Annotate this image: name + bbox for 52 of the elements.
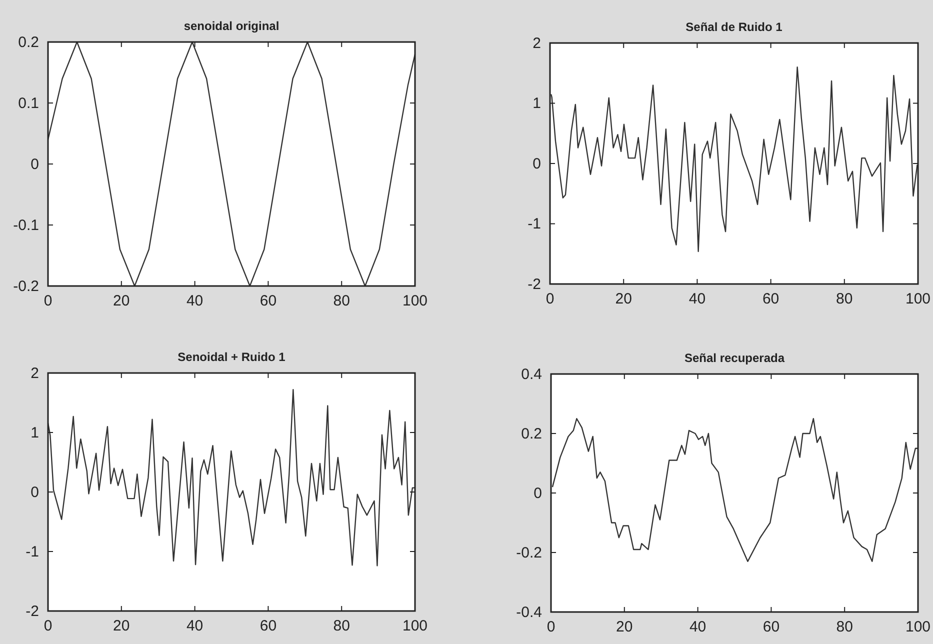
y-tick-label: 0.2 — [521, 425, 542, 442]
x-tick-label: 40 — [186, 618, 204, 635]
y-tick-label: -0.2 — [13, 278, 39, 295]
y-tick-label: -2 — [528, 276, 541, 293]
y-tick-label: -0.4 — [516, 604, 542, 621]
chart-title: Señal de Ruido 1 — [686, 20, 783, 34]
x-tick-label: 60 — [762, 618, 780, 636]
x-tick-label: 20 — [113, 618, 130, 635]
x-tick-label: 100 — [402, 292, 428, 310]
x-tick-label: 60 — [762, 290, 780, 308]
chart-title: Señal recuperada — [684, 351, 785, 365]
x-tick-label: 100 — [402, 618, 428, 635]
x-tick-label: 60 — [260, 618, 277, 635]
y-tick-label: 1 — [30, 424, 39, 442]
x-tick-label: 20 — [615, 290, 632, 308]
x-tick-label: 80 — [333, 292, 350, 310]
y-tick-label: -1 — [26, 543, 39, 560]
x-tick-label: 20 — [113, 292, 130, 310]
x-tick-label: 40 — [186, 292, 204, 310]
y-tick-label: 1 — [532, 95, 541, 112]
y-tick-label: 2 — [30, 364, 39, 382]
y-tick-label: 2 — [532, 34, 541, 52]
x-tick-label: 80 — [333, 618, 350, 635]
y-tick-label: -2 — [26, 602, 39, 620]
y-tick-label: -0.2 — [516, 544, 542, 562]
x-tick-label: 0 — [546, 618, 556, 636]
line-series — [47, 389, 416, 566]
x-tick-label: 80 — [836, 618, 853, 636]
x-tick-label: 100 — [905, 618, 931, 636]
chart-title: senoidal original — [184, 19, 280, 33]
line-series — [47, 41, 416, 287]
x-tick-label: 0 — [546, 290, 554, 308]
x-tick-label: 0 — [44, 618, 52, 635]
x-tick-label: 40 — [689, 618, 706, 636]
y-tick-label: 0 — [534, 484, 542, 502]
y-tick-label: -0.1 — [13, 216, 39, 234]
y-tick-label: 0 — [532, 155, 541, 172]
line-series — [552, 418, 918, 562]
x-tick-label: 100 — [905, 290, 931, 308]
line-series — [550, 66, 918, 252]
x-tick-label: 20 — [616, 618, 633, 636]
y-tick-label: 0.2 — [18, 34, 39, 51]
chart-title: Senoidal + Ruido 1 — [178, 350, 286, 364]
x-tick-label: 80 — [836, 290, 853, 308]
y-tick-label: 0 — [30, 484, 39, 501]
x-tick-label: 0 — [44, 292, 52, 310]
y-tick-label: -1 — [528, 216, 541, 233]
x-tick-label: 40 — [688, 290, 706, 308]
y-tick-label: 0.1 — [18, 94, 39, 112]
x-tick-label: 60 — [260, 292, 277, 310]
y-tick-label: 0 — [30, 156, 39, 173]
y-tick-label: 0.4 — [521, 366, 542, 383]
